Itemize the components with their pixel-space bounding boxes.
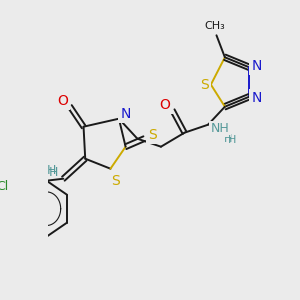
Text: N: N [120, 107, 131, 121]
Text: S: S [111, 174, 120, 188]
Text: S: S [200, 78, 208, 92]
Text: S: S [200, 78, 208, 92]
Text: O: O [57, 94, 68, 108]
Text: H: H [47, 164, 56, 177]
Text: H: H [49, 166, 58, 179]
Text: N: N [120, 107, 131, 121]
Text: N: N [251, 91, 262, 105]
Text: N: N [251, 59, 262, 73]
Text: N: N [251, 60, 262, 74]
Text: N: N [251, 59, 262, 73]
Text: O: O [160, 98, 171, 112]
Text: Cl: Cl [0, 180, 9, 193]
Text: S: S [200, 78, 208, 92]
Text: N: N [251, 91, 262, 105]
Text: NH: NH [211, 122, 229, 135]
Text: O: O [57, 94, 68, 108]
Text: S: S [111, 174, 120, 188]
Text: NH: NH [211, 123, 229, 136]
Text: S: S [148, 128, 157, 142]
Text: N: N [251, 90, 262, 104]
Text: CH₃: CH₃ [204, 21, 225, 31]
Text: O: O [160, 98, 171, 112]
Text: H: H [227, 135, 236, 145]
Text: H: H [224, 134, 232, 144]
Text: Cl: Cl [0, 180, 9, 193]
Text: S: S [148, 128, 157, 142]
